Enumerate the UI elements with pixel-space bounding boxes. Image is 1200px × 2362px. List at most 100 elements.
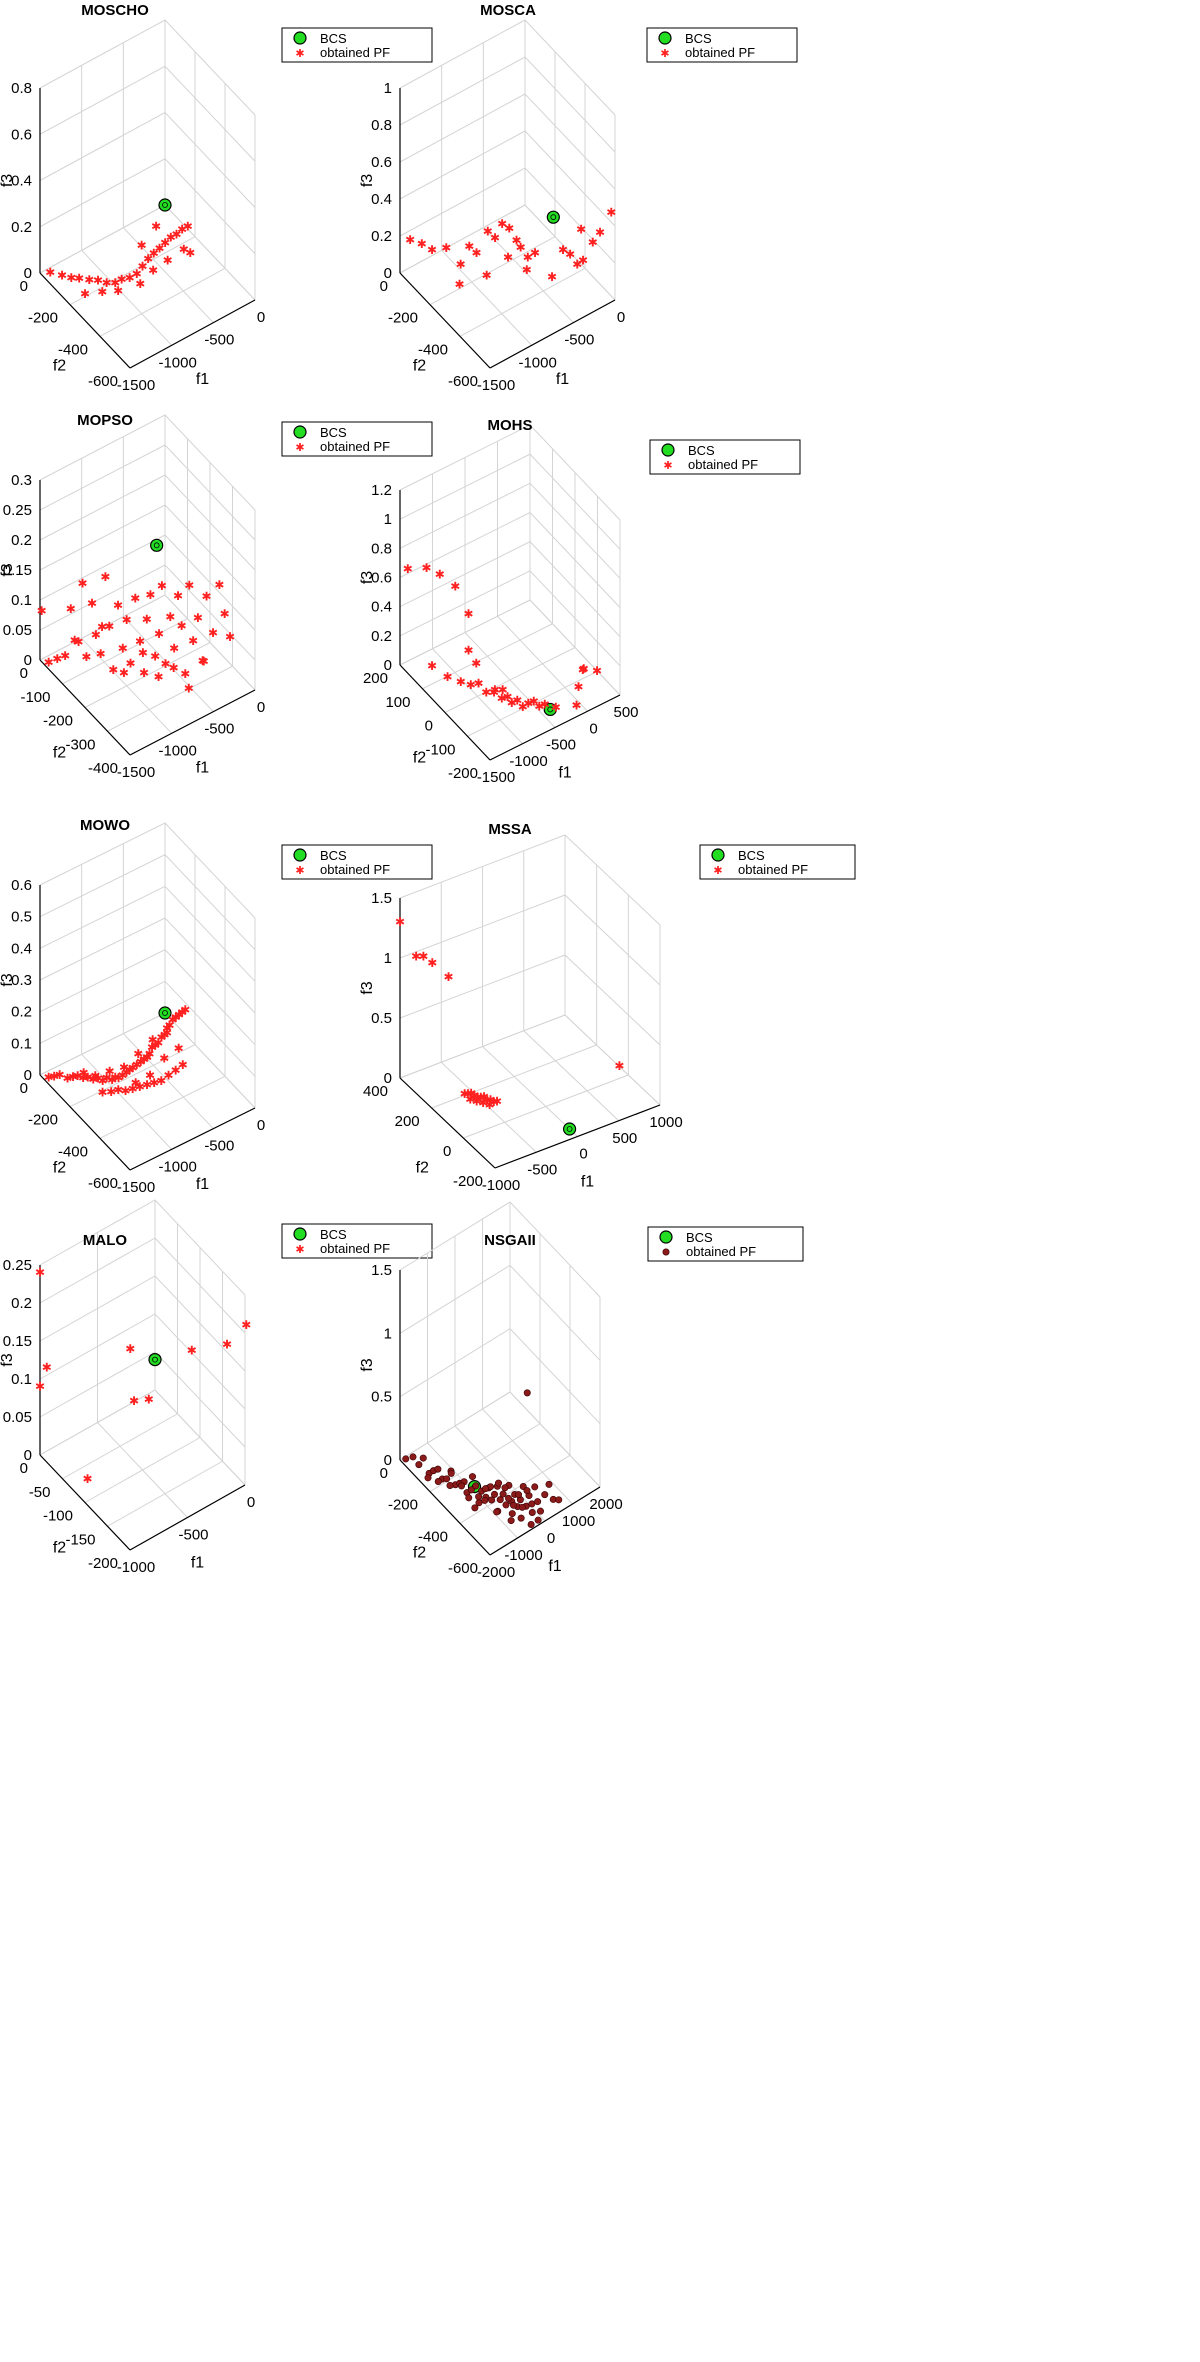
y-tick-label: -100 bbox=[425, 741, 455, 758]
pf-point: ✱ bbox=[119, 1060, 129, 1074]
pf-point: ✱ bbox=[97, 285, 107, 299]
x-tick-label: 0 bbox=[257, 309, 265, 326]
z-axis-label: f3 bbox=[359, 571, 376, 584]
legend: BCS ✱ obtained PF bbox=[646, 27, 798, 63]
z-tick-label: 0.25 bbox=[3, 502, 32, 519]
x-axis-label: f1 bbox=[196, 371, 209, 388]
pf-point: ✱ bbox=[473, 1091, 483, 1105]
z-tick-label: 0.05 bbox=[3, 1409, 32, 1426]
y-axis-label: f2 bbox=[53, 357, 66, 374]
bcs-point bbox=[158, 1006, 172, 1020]
pf-point: ✱ bbox=[148, 263, 158, 277]
pf-point: ✱ bbox=[463, 607, 473, 621]
pf-point: ✱ bbox=[558, 243, 568, 257]
pf-point: ✱ bbox=[49, 1069, 59, 1083]
pf-point bbox=[434, 1478, 442, 1486]
pf-point: ✱ bbox=[98, 1074, 108, 1088]
pf-point: ✱ bbox=[138, 646, 148, 660]
pf-point bbox=[531, 1483, 539, 1491]
y-tick-label: -600 bbox=[88, 373, 118, 390]
grid-line bbox=[444, 647, 576, 713]
pf-point: ✱ bbox=[105, 1065, 115, 1079]
pf-point: ✱ bbox=[614, 1059, 624, 1073]
pf-point: ✱ bbox=[490, 231, 500, 245]
grid-line bbox=[39, 1351, 246, 1448]
pf-point bbox=[481, 1496, 489, 1504]
z-tick-label: 0.6 bbox=[371, 570, 392, 587]
x-tick-label: -500 bbox=[204, 332, 234, 349]
z-tick-label: 0.2 bbox=[11, 1295, 32, 1312]
x-tick-label: -1000 bbox=[482, 1177, 520, 1194]
grid-line bbox=[62, 618, 188, 685]
z-tick-label: 0.8 bbox=[11, 80, 32, 97]
pf-point bbox=[493, 1508, 501, 1516]
legend-bcs-marker bbox=[293, 1227, 307, 1241]
y-tick-label: -300 bbox=[65, 736, 95, 753]
legend-pf-marker: ✱ bbox=[663, 459, 672, 472]
pf-point: ✱ bbox=[427, 659, 437, 673]
grid-line bbox=[482, 1046, 578, 1137]
pf-point: ✱ bbox=[42, 1360, 52, 1374]
y-axis-label: f2 bbox=[416, 1160, 429, 1177]
pf-point: ✱ bbox=[497, 217, 507, 231]
pf-point: ✱ bbox=[151, 220, 161, 234]
chart-title: MOHS bbox=[488, 417, 533, 434]
grid-line bbox=[39, 1237, 246, 1334]
grid-line bbox=[399, 130, 616, 227]
pf-point: ✱ bbox=[132, 1058, 142, 1072]
legend-pf-marker: ✱ bbox=[295, 47, 304, 60]
pf-point: ✱ bbox=[93, 1071, 103, 1085]
z-tick-label: 0.2 bbox=[371, 228, 392, 245]
pf-point: ✱ bbox=[473, 677, 483, 691]
pf-point: ✱ bbox=[108, 663, 118, 677]
pf-point: ✱ bbox=[180, 1003, 190, 1017]
grid-line bbox=[164, 204, 256, 301]
pf-point: ✱ bbox=[187, 1343, 197, 1357]
pf-point: ✱ bbox=[466, 1087, 476, 1101]
y-tick-label: -200 bbox=[448, 765, 478, 782]
pf-point bbox=[501, 1484, 509, 1492]
x-axis bbox=[129, 299, 256, 369]
z-tick-label: 0.15 bbox=[3, 562, 32, 579]
x-tick-label: 0 bbox=[579, 1146, 587, 1163]
pf-point: ✱ bbox=[106, 1085, 116, 1099]
pf-point: ✱ bbox=[100, 570, 110, 584]
bcs-point-center bbox=[162, 1010, 168, 1016]
pf-point: ✱ bbox=[87, 597, 97, 611]
legend-box bbox=[281, 27, 433, 63]
z-tick-label: 0.15 bbox=[3, 1333, 32, 1350]
chart-panel-mopso: 00.050.10.150.20.250.30-100-200-300-400-… bbox=[0, 412, 433, 781]
pf-point: ✱ bbox=[489, 1095, 499, 1109]
z-tick-label: 0 bbox=[24, 1067, 32, 1084]
pf-point: ✱ bbox=[110, 276, 120, 290]
pf-point bbox=[534, 1498, 542, 1506]
grid-line bbox=[399, 56, 616, 153]
pf-point: ✱ bbox=[160, 1028, 170, 1042]
pf-point: ✱ bbox=[118, 641, 128, 655]
pf-point: ✱ bbox=[540, 697, 550, 711]
pf-point: ✱ bbox=[154, 241, 164, 255]
grid-line bbox=[39, 19, 256, 116]
pf-point: ✱ bbox=[78, 1071, 88, 1085]
grid-line bbox=[482, 1408, 573, 1505]
pf-point: ✱ bbox=[504, 222, 514, 236]
y-axis bbox=[39, 1454, 131, 1551]
x-tick-label: 1000 bbox=[562, 1513, 595, 1530]
legend-bcs-marker bbox=[711, 848, 725, 862]
pf-point: ✱ bbox=[168, 1013, 178, 1027]
pf-point: ✱ bbox=[107, 1073, 117, 1087]
pf-point: ✱ bbox=[135, 277, 145, 291]
chart-title: MOPSO bbox=[77, 412, 133, 429]
series-obtained-pf: ✱✱✱✱✱✱✱✱✱✱✱✱✱✱✱✱✱✱✱✱✱✱✱✱✱✱✱✱✱✱✱✱✱✱✱✱✱✱✱✱… bbox=[44, 1003, 191, 1100]
chart-title: MOWO bbox=[80, 817, 130, 834]
y-tick-label: -200 bbox=[453, 1173, 483, 1190]
grid-line bbox=[69, 236, 196, 306]
z-axis-label: f3 bbox=[0, 563, 16, 576]
pf-point: ✱ bbox=[113, 284, 123, 298]
pf-point: ✱ bbox=[154, 670, 164, 684]
pf-point: ✱ bbox=[45, 265, 55, 279]
chart-title: NSGAII bbox=[484, 1232, 536, 1249]
pf-point: ✱ bbox=[149, 247, 159, 261]
pf-point bbox=[555, 1496, 563, 1504]
y-axis-label: f2 bbox=[53, 1539, 66, 1556]
